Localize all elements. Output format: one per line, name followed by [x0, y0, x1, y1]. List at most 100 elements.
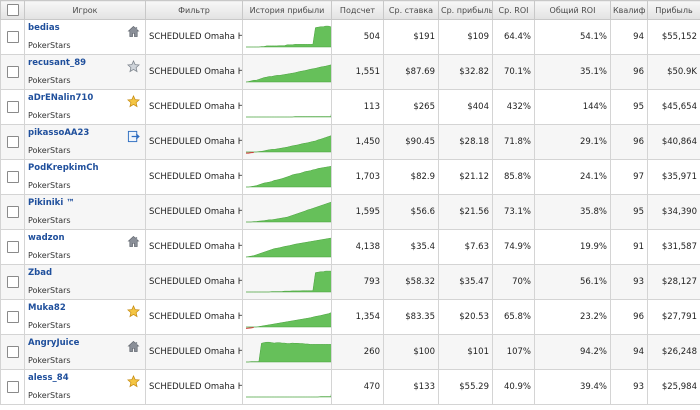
profit-cell: $55,152	[647, 19, 700, 55]
star-gold-icon[interactable]	[127, 95, 140, 108]
sparkline-area	[246, 312, 331, 328]
select-all-checkbox[interactable]	[0, 0, 25, 20]
house-icon[interactable]	[127, 340, 140, 353]
profit-history-sparkline	[246, 341, 331, 363]
profit-history-cell	[242, 264, 332, 300]
column-header-qualif[interactable]: Квалиф	[610, 0, 648, 20]
table-row[interactable]: bedias PokerStars SCHEDULED Omaha H/L 01…	[0, 19, 700, 55]
export-icon[interactable]	[127, 130, 140, 143]
player-cell: PodKrepkimCh PokerStars	[24, 159, 146, 195]
table-row[interactable]: Pikiniki ™ PokerStars SCHEDULED Omaha H/…	[0, 194, 700, 230]
player-cell: bedias PokerStars	[24, 19, 146, 55]
row-checkbox[interactable]	[6, 346, 19, 358]
player-cell: Zbad PokerStars	[24, 264, 146, 300]
qualif-cell: 93	[610, 369, 648, 405]
column-header-filter[interactable]: Фильтр	[145, 0, 243, 20]
row-select-cell[interactable]	[0, 334, 25, 370]
avg-stake-cell: $82.9	[383, 159, 439, 195]
player-name-link[interactable]: recusant_89	[28, 57, 87, 68]
row-select-cell[interactable]	[0, 194, 25, 230]
star-outline-icon[interactable]	[127, 60, 140, 73]
qualif-cell: 95	[610, 194, 648, 230]
table-row[interactable]: pikassoAA23 PokerStars SCHEDULED Omaha H…	[0, 124, 700, 160]
row-select-cell[interactable]	[0, 54, 25, 90]
row-select-cell[interactable]	[0, 264, 25, 300]
star-gold-icon[interactable]	[127, 375, 140, 388]
avg-stake-cell: $58.32	[383, 264, 439, 300]
table-row[interactable]: wadzon PokerStars SCHEDULED Omaha H/L 01…	[0, 229, 700, 265]
table-row[interactable]: PodKrepkimCh PokerStars SCHEDULED Omaha …	[0, 159, 700, 195]
house-icon[interactable]	[127, 25, 140, 38]
row-select-cell[interactable]	[0, 229, 25, 265]
sparkline-area	[246, 116, 331, 118]
column-header-avg-stake[interactable]: Ср. ставка	[383, 0, 439, 20]
table-row[interactable]: aless_84 PokerStars SCHEDULED Omaha H/L …	[0, 369, 700, 405]
row-select-cell[interactable]	[0, 89, 25, 125]
filter-cell: SCHEDULED Omaha H/L 01/01/2018-08/17/201…	[145, 229, 243, 265]
player-cell: Pikiniki ™ PokerStars	[24, 194, 146, 230]
filter-cell: SCHEDULED Omaha H/L 01/01/2018-08/17/201…	[145, 369, 243, 405]
row-checkbox[interactable]	[6, 381, 19, 393]
avg-roi-cell: 107%	[492, 334, 535, 370]
table-row[interactable]: aDrENalin710 PokerStars SCHEDULED Omaha …	[0, 89, 700, 125]
count-cell: 793	[331, 264, 384, 300]
column-header-avg-roi[interactable]: Ср. ROI	[492, 0, 535, 20]
row-checkbox[interactable]	[6, 311, 19, 323]
total-roi-cell: 23.2%	[534, 299, 611, 335]
qualif-cell: 95	[610, 89, 648, 125]
house-icon[interactable]	[127, 235, 140, 248]
player-name-link[interactable]: AngryJuice	[28, 337, 80, 348]
table-row[interactable]: recusant_89 PokerStars SCHEDULED Omaha H…	[0, 54, 700, 90]
table-row[interactable]: Muka82 PokerStars SCHEDULED Omaha H/L 01…	[0, 299, 700, 335]
row-checkbox[interactable]	[6, 101, 19, 113]
profit-history-sparkline	[246, 202, 331, 223]
row-checkbox[interactable]	[6, 206, 19, 218]
table-row[interactable]: AngryJuice PokerStars SCHEDULED Omaha H/…	[0, 334, 700, 370]
column-header-count[interactable]: Подсчет	[331, 0, 384, 20]
filter-cell: SCHEDULED Omaha H/L 01/01/2018-08/17/201…	[145, 194, 243, 230]
player-name-link[interactable]: Muka82	[28, 302, 66, 313]
sparkline-area	[246, 341, 331, 363]
filter-cell: SCHEDULED Omaha H/L 01/01/2018-08/17/201…	[145, 334, 243, 370]
player-name-link[interactable]: Zbad	[28, 267, 53, 278]
player-cell: aless_84 PokerStars	[24, 369, 146, 405]
player-name-link[interactable]: wadzon	[28, 232, 65, 243]
player-name-link[interactable]: aless_84	[28, 372, 69, 383]
table-row[interactable]: Zbad PokerStars SCHEDULED Omaha H/L 01/0…	[0, 264, 700, 300]
column-header-total-roi[interactable]: Общий ROI	[534, 0, 611, 20]
player-name-link[interactable]: Pikiniki ™	[28, 197, 75, 208]
row-checkbox[interactable]	[6, 31, 19, 43]
row-select-cell[interactable]	[0, 19, 25, 55]
star-gold-icon[interactable]	[127, 305, 140, 318]
count-cell: 260	[331, 334, 384, 370]
row-checkbox[interactable]	[6, 276, 19, 288]
profit-history-cell	[242, 229, 332, 265]
player-name-link[interactable]: PodKrepkimCh	[28, 162, 99, 173]
avg-stake-cell: $100	[383, 334, 439, 370]
avg-stake-cell: $90.45	[383, 124, 439, 160]
row-checkbox[interactable]	[6, 66, 19, 78]
player-cell: Muka82 PokerStars	[24, 299, 146, 335]
profit-history-cell	[242, 194, 332, 230]
row-checkbox[interactable]	[6, 136, 19, 148]
checkbox[interactable]	[6, 4, 19, 16]
sparkline-area	[246, 396, 331, 398]
row-checkbox[interactable]	[6, 241, 19, 253]
row-checkbox[interactable]	[6, 171, 19, 183]
column-header-player[interactable]: Игрок	[24, 0, 146, 20]
row-select-cell[interactable]	[0, 369, 25, 405]
player-name-link[interactable]: pikassoAA23	[28, 127, 90, 138]
sparkline-negative	[246, 151, 254, 154]
row-select-cell[interactable]	[0, 159, 25, 195]
total-roi-cell: 24.1%	[534, 159, 611, 195]
row-select-cell[interactable]	[0, 124, 25, 160]
player-name-link[interactable]: bedias	[28, 22, 60, 33]
row-select-cell[interactable]	[0, 299, 25, 335]
filter-cell: SCHEDULED Omaha H/L 01/01/2018-08/17/201…	[145, 19, 243, 55]
player-name-link[interactable]: aDrENalin710	[28, 92, 94, 103]
column-header-profit[interactable]: Прибыль	[647, 0, 700, 20]
sparkline-area	[246, 202, 331, 223]
column-header-avg-profit[interactable]: Ср. прибыль	[438, 0, 493, 20]
column-header-history[interactable]: История прибыли	[242, 0, 332, 20]
sparkline-area	[246, 64, 331, 83]
